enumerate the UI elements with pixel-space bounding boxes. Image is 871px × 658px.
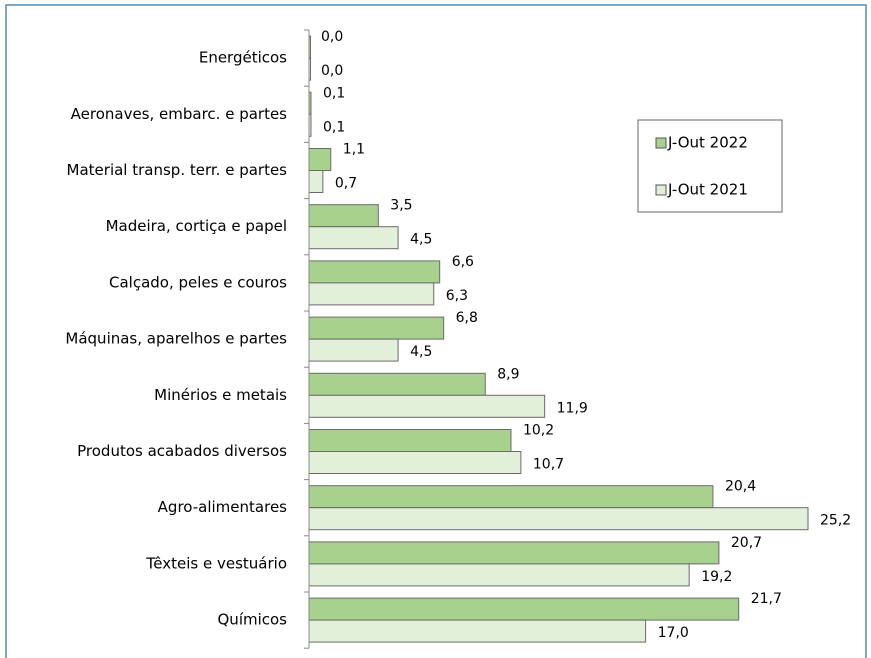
value-label: 0,0 xyxy=(321,29,343,45)
bar xyxy=(308,394,546,418)
category-label: Material transp. terr. e partes xyxy=(67,161,288,179)
bar xyxy=(308,282,435,306)
bar xyxy=(308,170,324,193)
bar xyxy=(308,597,740,621)
value-label: 0,0 xyxy=(321,63,343,79)
category-label: Aeronaves, embarc. e partes xyxy=(71,105,288,123)
category-label: Químicos xyxy=(218,611,288,629)
bar xyxy=(308,226,399,250)
legend-label: J-Out 2022 xyxy=(667,134,748,152)
bar xyxy=(308,316,445,340)
value-label: 4,5 xyxy=(410,344,432,360)
category-label: Agro-alimentares xyxy=(158,498,288,516)
value-label: 8,9 xyxy=(497,366,519,382)
value-label: 1,1 xyxy=(343,142,365,158)
bar xyxy=(308,260,441,284)
value-label: 11,9 xyxy=(557,400,588,416)
bar xyxy=(308,372,486,396)
bar xyxy=(308,204,379,228)
value-label: 6,3 xyxy=(446,288,468,304)
value-label: 17,0 xyxy=(658,625,689,641)
value-label: 0,1 xyxy=(323,85,345,101)
value-label: 20,4 xyxy=(725,479,756,495)
value-label: 19,2 xyxy=(701,569,732,585)
value-label: 21,7 xyxy=(751,591,782,607)
category-label: Produtos acabados diversos xyxy=(77,442,287,460)
bar xyxy=(308,507,809,531)
legend-swatch xyxy=(655,137,667,149)
category-label: Máquinas, aparelhos e partes xyxy=(65,330,287,348)
value-label: 6,6 xyxy=(452,254,474,270)
category-label: Madeira, cortiça e papel xyxy=(106,217,287,235)
category-label: Minérios e metais xyxy=(154,386,287,404)
legend-label: J-Out 2021 xyxy=(667,181,748,199)
bar xyxy=(308,338,399,362)
value-label: 10,7 xyxy=(533,457,564,473)
category-label: Calçado, peles e couros xyxy=(109,273,287,291)
category-label: Energéticos xyxy=(199,49,287,67)
bar xyxy=(308,429,512,452)
bar xyxy=(308,485,714,509)
value-label: 25,2 xyxy=(820,513,851,529)
bar xyxy=(308,148,332,171)
value-label: 4,5 xyxy=(410,232,432,248)
bar xyxy=(308,541,720,565)
category-label: Têxteis e vestuário xyxy=(145,554,287,572)
bar xyxy=(308,563,690,587)
value-label: 20,7 xyxy=(731,535,762,551)
value-label: 3,5 xyxy=(390,198,412,214)
value-label: 6,8 xyxy=(456,310,478,326)
bar xyxy=(308,619,647,643)
value-label: 0,1 xyxy=(323,119,345,135)
legend-swatch xyxy=(655,184,667,196)
value-label: 10,2 xyxy=(523,423,554,439)
value-label: 0,7 xyxy=(335,176,357,192)
bar xyxy=(308,451,522,474)
legend xyxy=(637,119,783,213)
